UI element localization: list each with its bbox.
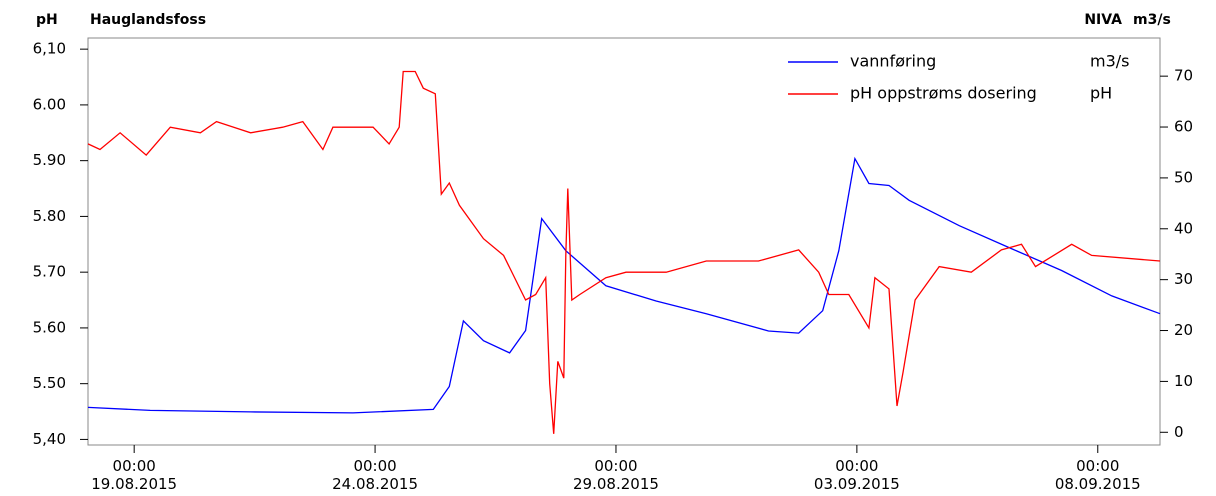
legend-unit: pH <box>1090 84 1112 103</box>
x-tick-label: 00:00 08.09.2015 <box>1055 457 1141 493</box>
y-tick-label: 5.70 <box>33 263 66 281</box>
y-tick-label: 6.00 <box>33 95 66 113</box>
x-tick-label-line: 00:00 <box>113 457 156 475</box>
x-tick-label-line: 03.09.2015 <box>814 475 900 493</box>
legend-label: vannføring <box>850 52 936 71</box>
y2-tick-label: 50 <box>1174 168 1193 186</box>
y2-tick-label: 0 <box>1174 423 1184 441</box>
x-tick-label-line: 08.09.2015 <box>1055 475 1141 493</box>
x-tick-label-line: 00:00 <box>594 457 637 475</box>
x-tick-label-line: 00:00 <box>1076 457 1119 475</box>
series-line <box>87 156 1161 414</box>
legend-box <box>782 46 1152 112</box>
x-tick-label-line: 24.08.2015 <box>332 475 418 493</box>
x-tick-label-line: 19.08.2015 <box>91 475 177 493</box>
station-name: Hauglandsfoss <box>90 12 206 28</box>
x-tick-label-line: 00:00 <box>353 457 396 475</box>
source: NIVA <box>1084 12 1122 28</box>
legend-unit: m3/s <box>1090 52 1130 71</box>
legend-label: pH oppstrøms dosering <box>850 84 1037 103</box>
left-axis-unit: pH <box>36 12 58 28</box>
y2-tick-label: 40 <box>1174 219 1193 237</box>
right-axis-unit: m3/s <box>1133 12 1171 28</box>
y2-tick-label: 20 <box>1174 321 1193 339</box>
x-tick-label-line: 00:00 <box>835 457 878 475</box>
y-tick-label: 5.80 <box>33 207 66 225</box>
y-tick-label: 5,40 <box>33 430 66 448</box>
y-tick-label: 6,10 <box>33 40 66 58</box>
series-line <box>87 70 1161 434</box>
y-tick-label: 5.50 <box>33 374 66 392</box>
x-tick-label: 00:00 29.08.2015 <box>573 457 659 493</box>
y2-tick-label: 10 <box>1174 372 1193 390</box>
x-tick-label: 00:00 03.09.2015 <box>814 457 900 493</box>
x-tick-label: 00:00 24.08.2015 <box>332 457 418 493</box>
y-tick-label: 5.90 <box>33 151 66 169</box>
x-tick-label-line: 29.08.2015 <box>573 475 659 493</box>
x-tick-label: 00:00 19.08.2015 <box>91 457 177 493</box>
y2-tick-label: 60 <box>1174 118 1193 136</box>
y2-tick-label: 70 <box>1174 67 1193 85</box>
y-tick-label: 5.60 <box>33 318 66 336</box>
y2-tick-label: 30 <box>1174 270 1193 288</box>
